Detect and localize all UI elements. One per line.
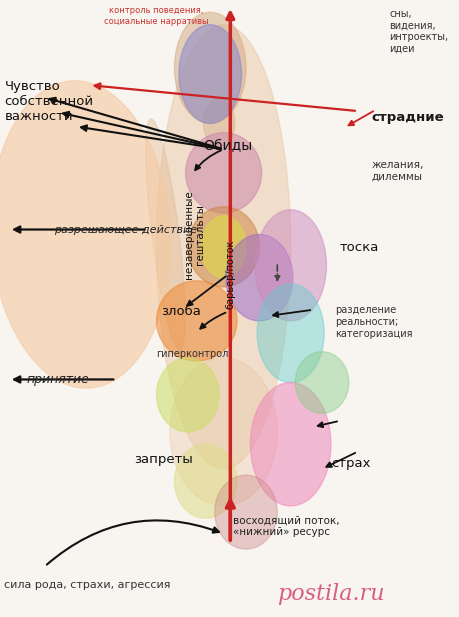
Text: восходящий поток,
«нижний» ресурс: восходящий поток, «нижний» ресурс [232, 515, 338, 537]
Text: незавершенные
гештальты: незавершенные гештальты [183, 190, 205, 279]
Text: Чувство
собственной
важности: Чувство собственной важности [5, 80, 93, 123]
Text: postila.ru: postila.ru [277, 583, 384, 605]
Text: злоба: злоба [161, 305, 201, 318]
Ellipse shape [295, 352, 348, 413]
Ellipse shape [214, 475, 277, 549]
Ellipse shape [156, 25, 290, 469]
Text: тоска: тоска [339, 241, 378, 254]
Ellipse shape [203, 99, 234, 148]
Ellipse shape [179, 25, 241, 123]
Text: гиперконтрол.: гиперконтрол. [156, 349, 231, 358]
Text: барьер/поток: барьер/поток [225, 240, 235, 309]
Text: сны,
видения,
интроекты,
идеи: сны, видения, интроекты, идеи [388, 9, 447, 54]
Text: запреты: запреты [134, 453, 192, 466]
Ellipse shape [225, 234, 292, 321]
Text: страдние: страдние [370, 111, 443, 124]
Text: контроль поведения,
социальные нарративы: контроль поведения, социальные нарративы [104, 6, 208, 25]
Ellipse shape [0, 81, 170, 388]
Ellipse shape [254, 210, 326, 321]
Ellipse shape [174, 12, 246, 123]
Text: принятие: принятие [27, 373, 90, 386]
Text: Обиды: Обиды [203, 139, 252, 153]
Text: сила рода, страхи, агрессия: сила рода, страхи, агрессия [5, 580, 171, 590]
Ellipse shape [156, 358, 218, 432]
Text: разрешающее действие: разрешающее действие [54, 225, 196, 234]
Text: разделение
реальности;
категоризация: разделение реальности; категоризация [335, 305, 412, 339]
Text: страх: страх [330, 457, 369, 470]
Ellipse shape [187, 207, 259, 287]
Ellipse shape [169, 358, 277, 506]
Ellipse shape [156, 281, 236, 361]
Ellipse shape [185, 133, 261, 213]
Ellipse shape [250, 383, 330, 506]
Text: желания,
дилеммы: желания, дилеммы [370, 160, 423, 182]
Ellipse shape [146, 119, 185, 350]
Ellipse shape [257, 284, 324, 383]
Ellipse shape [201, 216, 246, 278]
Ellipse shape [174, 444, 236, 518]
